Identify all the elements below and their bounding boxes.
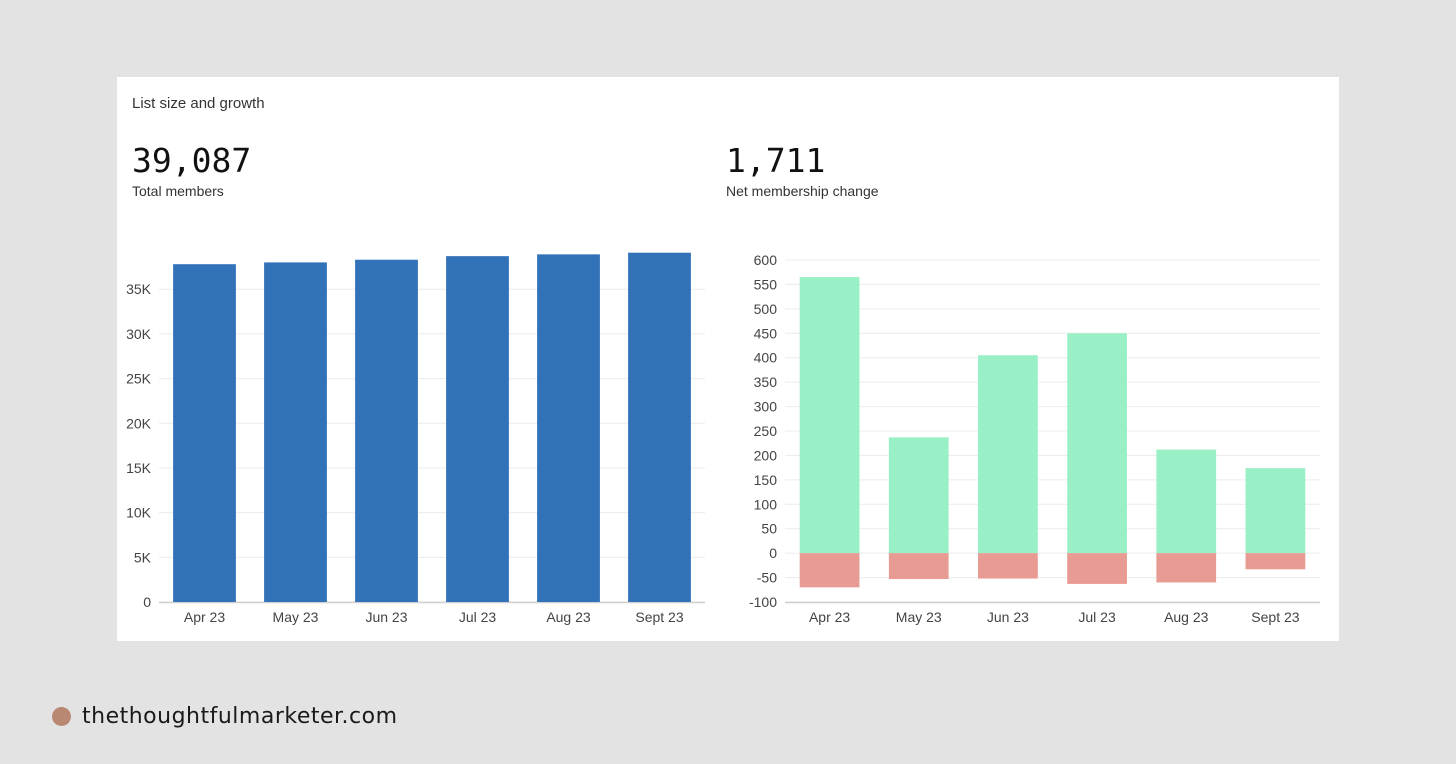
x-tick-label: Apr 23: [184, 609, 225, 625]
bar: [628, 252, 691, 602]
y-tick-label: 300: [754, 399, 778, 415]
y-tick-label: 25K: [126, 371, 152, 387]
total-members-chart: 0 5K 10K 15K 20K 25K 30K 35K Apr 23 May 23 Jun 23 J…: [126, 252, 1320, 625]
x-tick-label: Aug 23: [1164, 609, 1209, 625]
positive-bar: [978, 355, 1038, 554]
y-tick-label: 500: [754, 301, 778, 317]
y-tick-label: 5K: [134, 549, 152, 565]
y-tick-label: 50: [761, 521, 777, 537]
bar: [264, 262, 327, 602]
net-change-metric: 1,711 Net membership change: [726, 141, 879, 199]
brand-text: thethoughtfulmarketer.com: [82, 704, 398, 729]
x-tick-label: Jun 23: [365, 609, 407, 625]
y-tick-label: -50: [757, 570, 777, 586]
positive-bar: [888, 437, 949, 554]
y-tick-label: 35K: [126, 281, 152, 297]
x-tick-label: May 23: [273, 609, 319, 625]
y-tick-label: 350: [754, 374, 778, 390]
bar: [355, 259, 418, 602]
x-tick-label: Jun 23: [987, 609, 1029, 625]
total-members-value: 39,087: [132, 141, 252, 180]
bar: [446, 256, 509, 602]
list-growth-card: List size and growth 39,087 Total member…: [117, 77, 1339, 641]
card-title: List size and growth: [132, 95, 265, 112]
bar: [537, 254, 600, 602]
negative-bar: [1067, 553, 1127, 584]
total-members-label: Total members: [132, 183, 224, 199]
net-change-value: 1,711: [726, 141, 826, 180]
y-tick-label: 200: [754, 447, 778, 463]
net-change-label: Net membership change: [726, 183, 879, 199]
y-tick-label: 0: [143, 594, 151, 610]
y-tick-label: 600: [754, 252, 778, 268]
y-tick-label: 400: [754, 350, 778, 366]
positive-bar: [1067, 333, 1127, 554]
positive-bar: [1245, 468, 1306, 554]
x-tick-label: Jul 23: [1078, 609, 1116, 625]
negative-bar: [888, 553, 949, 580]
x-tick-label: Aug 23: [546, 609, 591, 625]
positive-bar: [1156, 449, 1217, 554]
y-tick-label: 250: [754, 423, 778, 439]
y-tick-label: 0: [769, 545, 777, 561]
chart-group-0: 0 5K 10K 15K 20K 25K 30K 35K Apr 23 May 23 Jun 23 J…: [126, 252, 705, 625]
negative-bar: [799, 553, 860, 588]
x-tick-label: Sept 23: [1251, 609, 1299, 625]
y-tick-label: 150: [754, 472, 778, 488]
footer: thethoughtfulmarketer.com: [52, 704, 398, 729]
x-tick-label: Jul 23: [459, 609, 497, 625]
x-tick-label: Sept 23: [635, 609, 683, 625]
y-tick-label: 30K: [126, 326, 152, 342]
negative-bar: [1245, 553, 1306, 570]
chart-group-1: -100 -50 0 50 100 150 200 250 300 350 400 450 500 550…: [749, 252, 1320, 625]
brand-dot-icon: [52, 707, 71, 726]
x-tick-label: Apr 23: [809, 609, 850, 625]
total-members-metric: 39,087 Total members: [132, 141, 251, 199]
bar: [173, 264, 236, 602]
positive-bar: [799, 277, 860, 554]
negative-bar: [978, 553, 1038, 579]
x-tick-label: May 23: [896, 609, 942, 625]
y-tick-label: 100: [754, 496, 778, 512]
y-tick-label: 10K: [126, 505, 152, 521]
negative-bar: [1156, 553, 1217, 583]
y-tick-label: -100: [749, 594, 777, 610]
y-tick-label: 450: [754, 325, 778, 341]
y-tick-label: 20K: [126, 415, 152, 431]
y-tick-label: 15K: [126, 460, 152, 476]
y-tick-label: 550: [754, 276, 778, 292]
